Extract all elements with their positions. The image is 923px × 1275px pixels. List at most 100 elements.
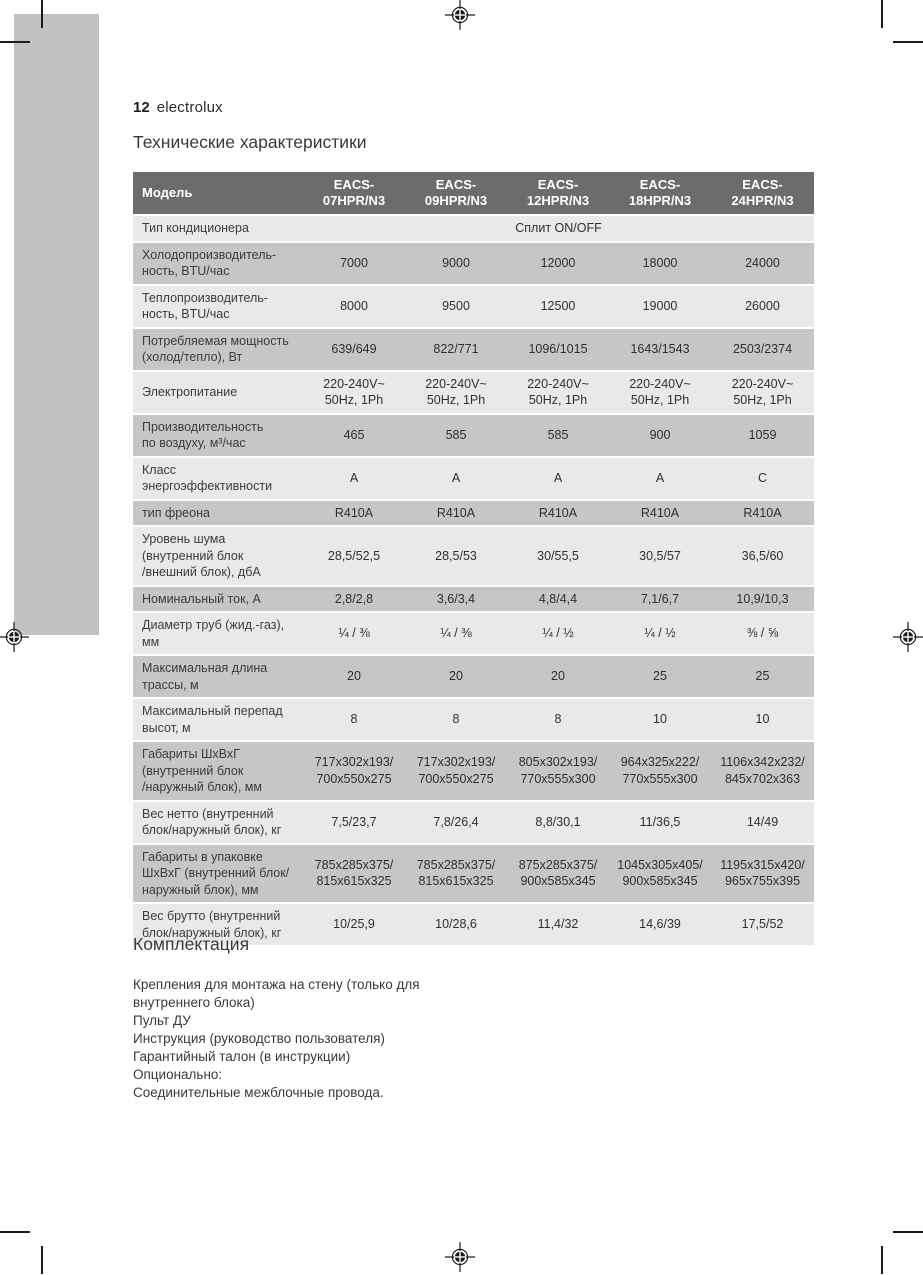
cell-value: C xyxy=(711,457,814,501)
kit-item: Опционально: xyxy=(133,1067,223,1082)
table-row: Вес нетто (внутренний блок/наружный блок… xyxy=(133,801,814,845)
cell-value: 9000 xyxy=(405,242,507,286)
cell-value: 220-240V~ 50Hz, 1Ph xyxy=(711,371,814,415)
cell-value: 900 xyxy=(609,414,711,458)
cell-value: 8,8/30,1 xyxy=(507,801,609,845)
cell-value: 465 xyxy=(303,414,405,458)
page-number: 12 xyxy=(133,99,150,116)
cell-value: 585 xyxy=(507,414,609,458)
table-row: Максимальная длина трассы, м 20 20 20 25 25 xyxy=(133,656,814,699)
crop-mark-top-right-h xyxy=(893,41,923,43)
cell-value: 639/649 xyxy=(303,328,405,372)
cell-value: ¼ / ⅜ xyxy=(405,613,507,656)
table-row: Максимальный перепад высот, м 8 8 8 10 10 xyxy=(133,699,814,742)
page-header: 12 electrolux xyxy=(133,99,223,116)
cell-value: 3,6/3,4 xyxy=(405,586,507,613)
cell-value: 12500 xyxy=(507,285,609,329)
column-header-model-3: EACS- 18HPR/N3 xyxy=(609,172,711,216)
page-edge-bar xyxy=(14,14,99,635)
cell-value: 11,4/32 xyxy=(507,904,609,947)
kit-item: Соединительные межблочные провода. xyxy=(133,1085,384,1100)
cell-value: 785x285x375/ 815x615x325 xyxy=(405,844,507,904)
cell-value: R410A xyxy=(609,500,711,527)
row-label: Потребляемая мощность (холод/тепло), Вт xyxy=(133,328,303,372)
table-row: Производительность по воздуху, м³/час 465… xyxy=(133,414,814,458)
cell-value: ¼ / ⅜ xyxy=(303,613,405,656)
cell-value: 28,5/52,5 xyxy=(303,527,405,587)
cell-value-merged: Сплит ON/OFF xyxy=(303,216,814,243)
cell-value: 785x285x375/ 815x615x325 xyxy=(303,844,405,904)
cell-value: 4,8/4,4 xyxy=(507,586,609,613)
cell-value: 10/25,9 xyxy=(303,904,405,947)
column-header-model-2: EACS- 12HPR/N3 xyxy=(507,172,609,216)
registration-mark-top-icon xyxy=(445,0,475,30)
table-row: Теплопроизводитель- ность, BTU/час 8000 95… xyxy=(133,285,814,329)
cell-value: 1195x315x420/ 965x755x395 xyxy=(711,844,814,904)
cell-value: 7,5/23,7 xyxy=(303,801,405,845)
cell-value: 220-240V~ 50Hz, 1Ph xyxy=(405,371,507,415)
cell-value: 8 xyxy=(303,699,405,742)
cell-value: 875x285x375/ 900x585x345 xyxy=(507,844,609,904)
row-label: Вес нетто (внутренний блок/наружный блок… xyxy=(133,801,303,845)
table-row: Габариты ШхВхГ (внутренний блок /наружны… xyxy=(133,742,814,802)
row-label: Габариты в упаковке ШхВхГ (внутренний бл… xyxy=(133,844,303,904)
cell-value: 220-240V~ 50Hz, 1Ph xyxy=(507,371,609,415)
cell-value: 8 xyxy=(405,699,507,742)
table-row: Тип кондиционера Сплит ON/OFF xyxy=(133,216,814,243)
cell-value: 10 xyxy=(609,699,711,742)
kit-item: Гарантийный талон (в инструкции) xyxy=(133,1049,351,1064)
cell-value: 1106x342x232/ 845x702x363 xyxy=(711,742,814,802)
table-row: Потребляемая мощность (холод/тепло), Вт 6… xyxy=(133,328,814,372)
row-label: Диаметр труб (жид.-газ), мм xyxy=(133,613,303,656)
cell-value: 717x302x193/ 700x550x275 xyxy=(303,742,405,802)
cell-value: 19000 xyxy=(609,285,711,329)
cell-value: 25 xyxy=(711,656,814,699)
cell-value: 28,5/53 xyxy=(405,527,507,587)
table-row: Номинальный ток, А 2,8/2,8 3,6/3,4 4,8/4,4 7… xyxy=(133,586,814,613)
cell-value: 14,6/39 xyxy=(609,904,711,947)
cell-value: 25 xyxy=(609,656,711,699)
cell-value: 2503/2374 xyxy=(711,328,814,372)
cell-value: ¼ / ½ xyxy=(507,613,609,656)
column-header-model-1: EACS- 09HPR/N3 xyxy=(405,172,507,216)
cell-value: 20 xyxy=(405,656,507,699)
cell-value: 1045x305x405/ 900x585x345 xyxy=(609,844,711,904)
column-header-model-4: EACS- 24HPR/N3 xyxy=(711,172,814,216)
row-label: Холодопроизводитель- ность, BTU/час xyxy=(133,242,303,286)
cell-value: 1059 xyxy=(711,414,814,458)
cell-value: A xyxy=(609,457,711,501)
cell-value: A xyxy=(405,457,507,501)
kit-item: Крепления для монтажа на стену (только д… xyxy=(133,977,420,1010)
cell-value: A xyxy=(303,457,405,501)
cell-value: 12000 xyxy=(507,242,609,286)
table-row: Класс энергоэффективности A A A A C xyxy=(133,457,814,501)
cell-value: 36,5/60 xyxy=(711,527,814,587)
row-label: Теплопроизводитель- ность, BTU/час xyxy=(133,285,303,329)
cell-value: 30/55,5 xyxy=(507,527,609,587)
row-label: Вес брутто (внутренний блок/наружный бло… xyxy=(133,904,303,947)
cell-value: 805x302x193/ 770x555x300 xyxy=(507,742,609,802)
crop-mark-bottom-left-v xyxy=(41,1246,43,1274)
crop-mark-top-right-v xyxy=(881,0,883,28)
crop-mark-bottom-left-h xyxy=(0,1231,30,1233)
page-title: Технические характеристики xyxy=(133,132,367,152)
row-label: Габариты ШхВхГ (внутренний блок /наружны… xyxy=(133,742,303,802)
row-label: Класс энергоэффективности xyxy=(133,457,303,501)
table-row: Электропитание 220-240V~ 50Hz, 1Ph 220-240… xyxy=(133,371,814,415)
crop-mark-top-left-h xyxy=(0,41,30,43)
cell-value: 10/28,6 xyxy=(405,904,507,947)
cell-value: 220-240V~ 50Hz, 1Ph xyxy=(609,371,711,415)
cell-value: 7000 xyxy=(303,242,405,286)
cell-value: 18000 xyxy=(609,242,711,286)
column-header-model-0: EACS- 07HPR/N3 xyxy=(303,172,405,216)
column-header-model: Модель xyxy=(133,172,303,216)
row-label: Уровень шума (внутренний блок /внешний б… xyxy=(133,527,303,587)
row-label: Производительность по воздуху, м³/час xyxy=(133,414,303,458)
cell-value: 585 xyxy=(405,414,507,458)
row-label: Максимальная длина трассы, м xyxy=(133,656,303,699)
table-row: Холодопроизводитель- ность, BTU/час 7000 9… xyxy=(133,242,814,286)
row-label: Электропитание xyxy=(133,371,303,415)
cell-value: 26000 xyxy=(711,285,814,329)
kit-list: Крепления для монтажа на стену (только д… xyxy=(133,976,420,1102)
